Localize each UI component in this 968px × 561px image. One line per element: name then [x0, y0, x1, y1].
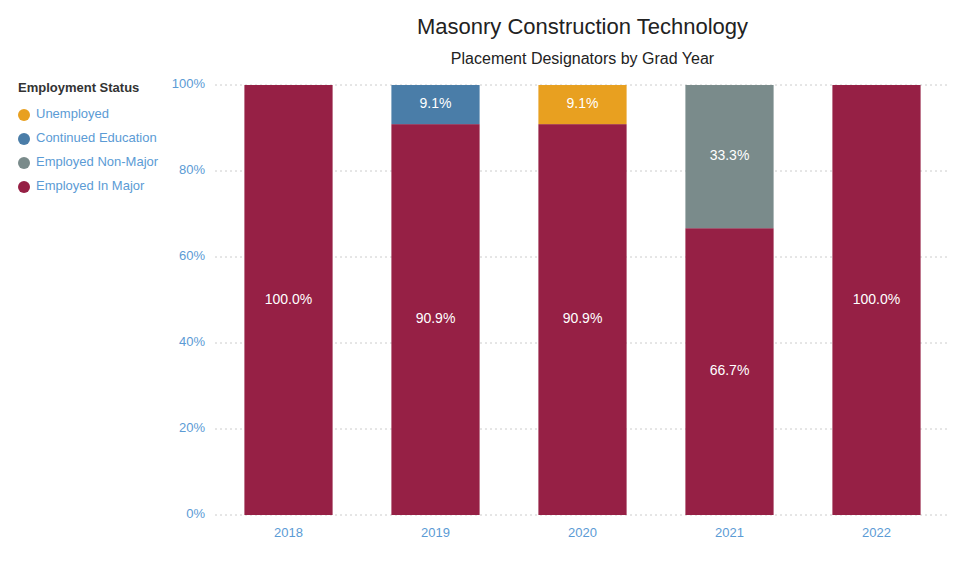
x-tick-label: 2018: [274, 525, 303, 540]
x-axis: 2018 2019 2020 2021 2022: [274, 525, 891, 540]
bar-segment: [538, 85, 626, 124]
bar-segment: [391, 85, 479, 124]
y-tick-label: 20%: [179, 420, 205, 435]
data-label: 100.0%: [265, 291, 312, 307]
y-axis: 0% 20% 40% 60% 80% 100%: [172, 76, 206, 521]
y-tick-label: 80%: [179, 162, 205, 177]
subtitle: Placement Designators by Grad Year: [451, 50, 715, 67]
data-label: 100.0%: [853, 291, 900, 307]
legend: Employment Status Unemployed Continued Edu…: [18, 80, 159, 193]
y-tick-label: 0%: [186, 506, 205, 521]
background: [0, 0, 968, 561]
y-tick-label: 40%: [179, 334, 205, 349]
data-label: 9.1%: [420, 95, 452, 111]
legend-marker: [18, 133, 30, 145]
bar-segment: [244, 85, 332, 86]
data-label: 66.7%: [710, 362, 750, 378]
bar-segment: [685, 85, 773, 228]
bar-segment: [391, 85, 479, 86]
bar-segment: [685, 85, 773, 86]
legend-label: Continued Education: [36, 130, 157, 145]
bar-segment: [685, 85, 773, 86]
bar-segment: [832, 85, 920, 86]
bar-segment: [244, 85, 332, 86]
data-labels: 100.0% 90.9% 90.9% 66.7% 100.0% 33.3% 9.1% 9.1%: [265, 95, 900, 378]
legend-label: Employed In Major: [36, 178, 145, 193]
bar-segment: [685, 228, 773, 515]
page: {"chart_data": { "type": "bar", "title":…: [0, 0, 968, 561]
y-tick-label: 100%: [172, 76, 206, 91]
bar-segment: [244, 85, 332, 86]
bar-segment: [391, 124, 479, 515]
chart-svg: Masonry Construction Technology Placement…: [0, 0, 968, 561]
data-label: 9.1%: [567, 95, 599, 111]
legend-label: Unemployed: [36, 106, 109, 121]
data-label: 90.9%: [563, 310, 603, 326]
chart-container: Masonry Construction Technology Placement…: [0, 0, 968, 561]
legend-marker: [18, 181, 30, 193]
data-label: 33.3%: [710, 147, 750, 163]
grid: [215, 85, 950, 515]
legend-marker: [18, 109, 30, 121]
bar-segment: [538, 124, 626, 515]
legend-label: Employed Non-Major: [36, 154, 159, 169]
bar-segment: [832, 85, 920, 86]
title: Masonry Construction Technology: [417, 14, 748, 39]
y-tick-label: 60%: [179, 248, 205, 263]
data-label: 90.9%: [416, 310, 456, 326]
bar-segment: [832, 85, 920, 86]
bar-segment: [244, 85, 332, 515]
bars: [244, 85, 920, 515]
x-tick-label: 2021: [715, 525, 744, 540]
legend-marker: [18, 157, 30, 169]
bar-segment: [832, 85, 920, 515]
x-tick-label: 2019: [421, 525, 450, 540]
x-tick-label: 2020: [568, 525, 597, 540]
x-tick-label: 2022: [862, 525, 891, 540]
legend-title: Employment Status: [18, 80, 139, 95]
